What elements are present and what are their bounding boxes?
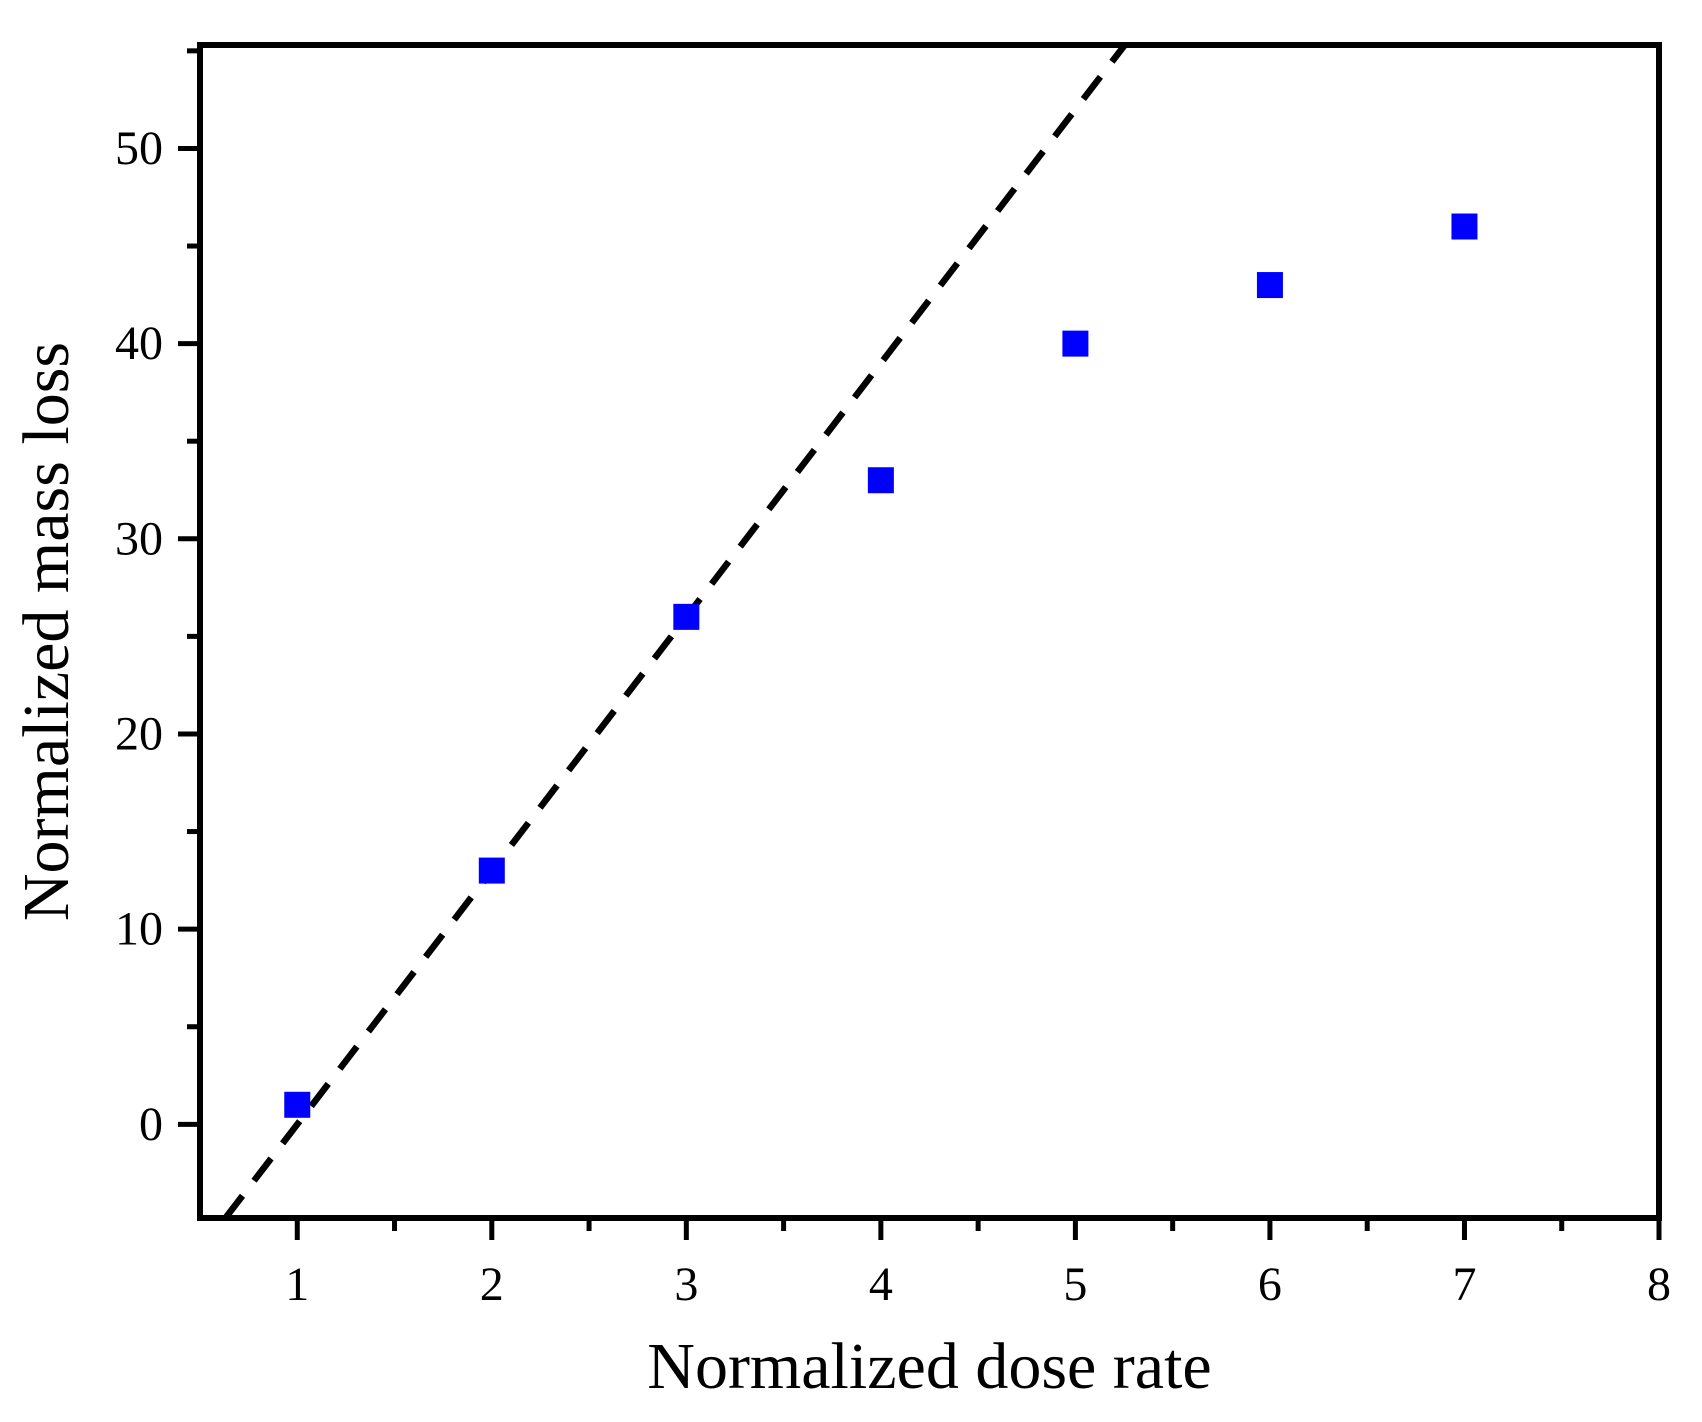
x-tick-label: 8 [1647,1258,1671,1311]
data-point-square [478,857,505,884]
reference-dashed-line [222,43,1128,1220]
y-tick-label: 20 [115,707,163,760]
y-tick-label: 0 [139,1098,163,1151]
x-tick-label: 5 [1063,1258,1087,1311]
y-axis-label: Normalized mass loss [10,342,83,921]
data-point-square [1256,272,1283,299]
data-point-square [1062,330,1089,357]
x-tick-label: 2 [480,1258,504,1311]
y-tick-label: 50 [115,122,163,175]
y-tick-label: 30 [115,512,163,565]
plot-frame [197,42,1662,1221]
data-point-square [673,603,700,630]
x-tick-label: 6 [1258,1258,1282,1311]
x-tick-label: 7 [1452,1258,1476,1311]
x-tick-label: 4 [869,1258,893,1311]
data-point-square [1451,213,1478,240]
y-tick-label: 10 [115,903,163,956]
plot-area: 1 2 3 4 5 6 7 8 0 10 20 30 40 50 [115,42,1671,1311]
x-axis-label: Normalized dose rate [647,1330,1211,1403]
data-point-square [867,467,894,494]
data-point-square [284,1091,311,1118]
x-tick-label: 3 [674,1258,698,1311]
x-tick-label: 1 [285,1258,309,1311]
y-tick-label: 40 [115,317,163,370]
